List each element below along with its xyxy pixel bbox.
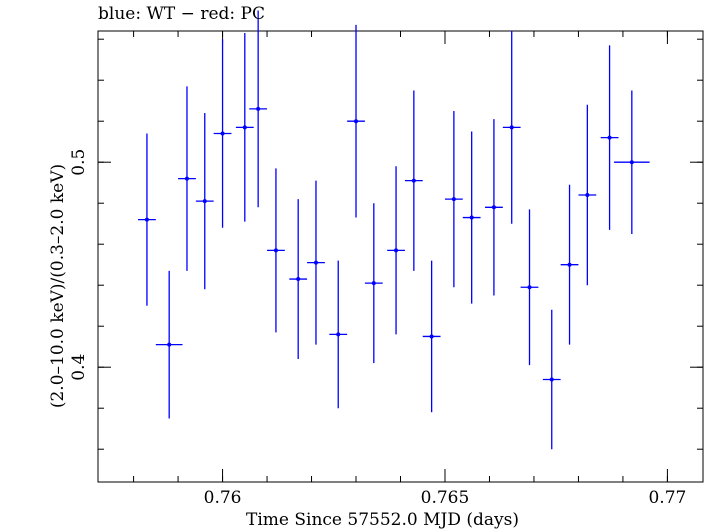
data-point <box>364 203 383 364</box>
data-marker <box>336 332 341 337</box>
data-point <box>485 119 503 296</box>
data-marker <box>144 217 149 222</box>
data-marker <box>202 199 207 204</box>
data-point <box>542 309 561 450</box>
data-point <box>422 260 441 413</box>
data-point <box>578 104 597 286</box>
data-points <box>138 10 650 450</box>
data-marker <box>394 248 399 253</box>
data-point <box>614 90 650 234</box>
x-axis-label: Time Since 57552.0 MJD (days) <box>246 510 519 530</box>
axis-ticks <box>98 31 703 482</box>
data-point <box>329 260 348 409</box>
data-point <box>600 45 619 230</box>
data-point <box>520 209 539 366</box>
data-point <box>267 168 285 333</box>
data-marker <box>411 178 416 183</box>
x-tick-label: 0.77 <box>648 488 686 508</box>
x-tick-label: 0.76 <box>204 488 242 508</box>
data-point <box>195 113 214 290</box>
data-point <box>387 166 405 335</box>
data-marker <box>527 285 532 290</box>
data-point <box>502 31 521 224</box>
data-point <box>155 270 183 419</box>
data-marker <box>549 377 554 382</box>
data-point <box>347 24 365 218</box>
data-marker <box>220 131 225 136</box>
data-point <box>138 133 156 306</box>
data-point <box>404 90 423 271</box>
data-marker <box>509 125 514 130</box>
data-marker <box>429 334 434 339</box>
data-marker <box>354 119 359 124</box>
data-marker <box>469 215 474 220</box>
chart-title: blue: WT − red: PC <box>98 4 265 24</box>
data-point <box>235 33 254 222</box>
data-point <box>560 184 579 345</box>
data-marker <box>256 106 261 111</box>
data-point <box>249 10 268 208</box>
y-tick-label: 0.5 <box>69 149 89 176</box>
data-marker <box>167 342 172 347</box>
data-point <box>289 199 308 359</box>
data-point <box>307 180 325 345</box>
data-marker <box>451 197 456 202</box>
data-point <box>444 110 463 288</box>
data-marker <box>371 281 376 286</box>
data-marker <box>491 205 496 210</box>
x-tick-label: 0.765 <box>421 488 470 508</box>
data-marker <box>242 125 247 130</box>
data-marker <box>296 277 301 282</box>
data-marker <box>607 135 612 140</box>
data-marker <box>273 248 278 253</box>
y-axis-label: (2.0–10.0 keV)/(0.3–2.0 keV) <box>48 163 68 409</box>
data-point <box>178 86 196 271</box>
axis-tick-labels: 0.76 0.765 0.77 0.4 0.5 <box>69 149 686 508</box>
data-point <box>462 131 481 304</box>
data-marker <box>585 193 590 197</box>
data-marker <box>567 262 572 267</box>
data-point <box>213 39 232 228</box>
data-marker <box>313 260 318 265</box>
y-tick-label: 0.4 <box>69 354 89 381</box>
data-marker <box>184 176 189 181</box>
plot-frame <box>97 30 704 483</box>
data-marker <box>629 160 634 165</box>
